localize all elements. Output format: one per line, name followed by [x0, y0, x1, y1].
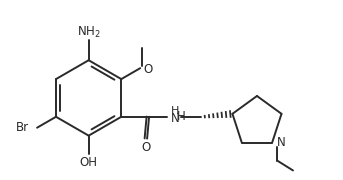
Text: NH$_2$: NH$_2$ [77, 25, 100, 40]
Text: Br: Br [16, 121, 29, 134]
Text: N: N [277, 136, 286, 149]
Text: H: H [171, 106, 179, 116]
Text: H: H [177, 110, 186, 123]
Text: O: O [143, 63, 152, 76]
Text: N: N [170, 112, 179, 125]
Text: O: O [141, 141, 151, 154]
Text: OH: OH [80, 156, 98, 169]
